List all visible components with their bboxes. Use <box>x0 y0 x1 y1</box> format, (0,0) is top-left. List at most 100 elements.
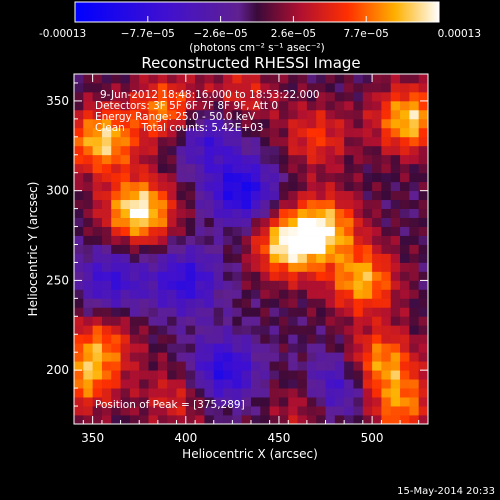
heatmap-cell <box>297 100 308 111</box>
heatmap-cell <box>223 199 233 210</box>
heatmap-cell <box>195 74 205 84</box>
heatmap-cell <box>111 235 121 245</box>
heatmap-cell <box>92 388 103 398</box>
heatmap-cell <box>204 262 215 272</box>
heatmap-cell <box>148 82 159 93</box>
heatmap-cell <box>157 127 168 138</box>
heatmap-cell <box>223 181 233 192</box>
heatmap-cell <box>83 352 94 362</box>
heatmap-cell <box>195 388 205 398</box>
heatmap-cell <box>241 370 252 380</box>
heatmap-cell <box>288 343 298 353</box>
heatmap-cell <box>167 316 177 326</box>
heatmap-cell <box>129 280 140 290</box>
heatmap-cell <box>120 289 131 299</box>
annotation-detectors: Detectors: 3F 5F 6F 7F 8F 9F, Att 0 <box>95 100 278 112</box>
heatmap-cell <box>251 82 261 93</box>
heatmap-cell <box>344 406 354 416</box>
heatmap-cell <box>251 253 261 263</box>
heatmap-cell <box>157 190 168 201</box>
heatmap-cell <box>148 370 159 380</box>
heatmap-cell <box>223 235 233 245</box>
heatmap-cell <box>353 163 364 174</box>
heatmap-cell <box>306 74 317 84</box>
heatmap-cell <box>269 118 280 129</box>
heatmap-cell <box>232 271 243 281</box>
heatmap-cell <box>74 325 84 335</box>
heatmap-cell <box>390 343 401 353</box>
heatmap-cell <box>213 109 224 120</box>
heatmap-cell <box>213 370 224 380</box>
heatmap-cell <box>334 208 345 218</box>
heatmap-cell <box>213 415 224 424</box>
heatmap-cell <box>353 334 364 344</box>
colorbar-tick-label: −7.7e−05 <box>121 28 175 40</box>
heatmap-cell <box>139 208 149 218</box>
heatmap-cell <box>185 199 196 210</box>
heatmap-cell <box>418 307 428 317</box>
heatmap-cell <box>344 74 354 84</box>
heatmap-cell <box>111 217 121 227</box>
heatmap-cell <box>74 226 84 236</box>
heatmap-cell <box>344 199 354 210</box>
heatmap-cell <box>101 280 112 290</box>
heatmap-cell <box>213 208 224 218</box>
heatmap-cell <box>83 361 94 371</box>
heatmap-cell <box>139 397 149 407</box>
heatmap-cell <box>362 370 373 380</box>
heatmap-cell <box>381 262 392 272</box>
heatmap-cell <box>353 74 364 84</box>
heatmap-cell <box>74 316 84 326</box>
heatmap-cell <box>83 208 94 218</box>
heatmap-cell <box>306 334 317 344</box>
heatmap-cell <box>306 226 317 236</box>
heatmap-cell <box>120 91 131 102</box>
heatmap-cell <box>325 190 336 201</box>
heatmap-cell <box>344 343 354 353</box>
heatmap-cell <box>306 172 317 183</box>
heatmap-cell <box>409 334 420 344</box>
heatmap-cell <box>232 388 243 398</box>
heatmap-cell <box>372 379 382 389</box>
heatmap-cell <box>167 343 177 353</box>
heatmap-cell <box>129 406 140 416</box>
heatmap-cell <box>111 415 121 424</box>
heatmap-cell <box>334 91 345 102</box>
heatmap-cell <box>390 154 401 165</box>
heatmap-cell <box>83 343 94 353</box>
heatmap-cell <box>185 262 196 272</box>
heatmap-cell <box>167 91 177 102</box>
heatmap-cell <box>213 74 224 84</box>
heatmap-cell <box>204 74 215 84</box>
heatmap-cell <box>185 82 196 93</box>
heatmap-cell <box>223 406 233 416</box>
heatmap-cell <box>148 109 159 120</box>
heatmap-cell <box>74 181 84 192</box>
heatmap-cell <box>306 280 317 290</box>
heatmap-cell <box>288 298 298 308</box>
heatmap-cell <box>148 154 159 165</box>
heatmap-cell <box>251 181 261 192</box>
heatmap-cell <box>390 307 401 317</box>
heatmap-cell <box>278 253 289 263</box>
heatmap-cell <box>400 226 410 236</box>
heatmap-cell <box>148 199 159 210</box>
heatmap-cell <box>129 190 140 201</box>
heatmap-cell <box>241 208 252 218</box>
heatmap-cell <box>92 172 103 183</box>
heatmap-cell <box>167 406 177 416</box>
heatmap-cell <box>185 226 196 236</box>
heatmap-cell <box>260 235 271 245</box>
heatmap-cell <box>278 352 289 362</box>
heatmap-cell <box>372 82 382 93</box>
heatmap-cell <box>372 388 382 398</box>
heatmap-cell <box>157 217 168 227</box>
heatmap-cell <box>353 397 364 407</box>
heatmap-cell <box>101 406 112 416</box>
heatmap-cell <box>74 118 84 129</box>
heatmap-cell <box>260 199 271 210</box>
heatmap-cell <box>83 271 94 281</box>
heatmap-cell <box>269 190 280 201</box>
heatmap-cell <box>92 244 103 254</box>
